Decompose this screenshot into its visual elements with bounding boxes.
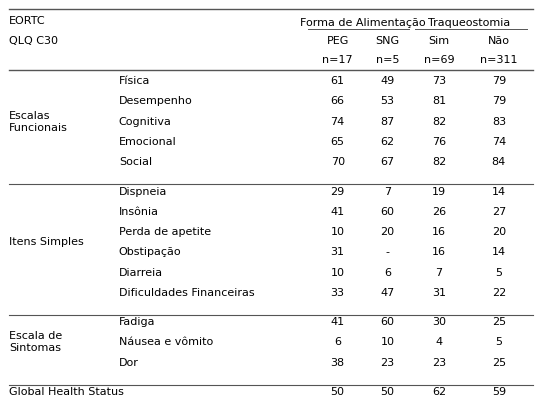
Text: 41: 41 — [331, 207, 345, 217]
Text: 26: 26 — [432, 207, 446, 217]
Text: 14: 14 — [492, 186, 506, 197]
Text: Emocional: Emocional — [119, 137, 177, 147]
Text: 38: 38 — [331, 357, 345, 368]
Text: 82: 82 — [432, 117, 446, 127]
Text: Escala de: Escala de — [9, 331, 62, 341]
Text: 70: 70 — [331, 157, 345, 167]
Text: 22: 22 — [492, 288, 506, 298]
Text: 10: 10 — [331, 227, 345, 237]
Text: 10: 10 — [380, 337, 395, 348]
Text: 67: 67 — [380, 157, 395, 167]
Text: 65: 65 — [331, 137, 345, 147]
Text: Diarreia: Diarreia — [119, 267, 163, 278]
Text: 61: 61 — [331, 76, 345, 86]
Text: 47: 47 — [380, 288, 395, 298]
Text: 25: 25 — [492, 357, 506, 368]
Text: 53: 53 — [380, 96, 395, 107]
Text: QLQ C30: QLQ C30 — [9, 36, 59, 46]
Text: 10: 10 — [331, 267, 345, 278]
Text: 79: 79 — [492, 96, 506, 107]
Text: 50: 50 — [380, 387, 395, 395]
Text: 23: 23 — [432, 357, 446, 368]
Text: 27: 27 — [492, 207, 506, 217]
Text: 74: 74 — [331, 117, 345, 127]
Text: Náusea e vômito: Náusea e vômito — [119, 337, 213, 348]
Text: Social: Social — [119, 157, 152, 167]
Text: 16: 16 — [432, 247, 446, 257]
Text: EORTC: EORTC — [9, 17, 46, 26]
Text: 20: 20 — [492, 227, 506, 237]
Text: 19: 19 — [432, 186, 446, 197]
Text: 25: 25 — [492, 317, 506, 327]
Text: 14: 14 — [492, 247, 506, 257]
Text: PEG: PEG — [326, 36, 349, 46]
Text: Traqueostomia: Traqueostomia — [428, 18, 510, 28]
Text: n=17: n=17 — [322, 55, 353, 65]
Text: Insônia: Insônia — [119, 207, 159, 217]
Text: 83: 83 — [492, 117, 506, 127]
Text: Fadiga: Fadiga — [119, 317, 156, 327]
Text: Desempenho: Desempenho — [119, 96, 192, 107]
Text: 6: 6 — [384, 267, 391, 278]
Text: 29: 29 — [331, 186, 345, 197]
Text: n=69: n=69 — [424, 55, 454, 65]
Text: 30: 30 — [432, 317, 446, 327]
Text: 87: 87 — [380, 117, 395, 127]
Text: 33: 33 — [331, 288, 345, 298]
Text: 16: 16 — [432, 227, 446, 237]
Text: 81: 81 — [432, 96, 446, 107]
Text: 6: 6 — [334, 337, 341, 348]
Text: 62: 62 — [432, 387, 446, 395]
Text: 31: 31 — [331, 247, 345, 257]
Text: 84: 84 — [492, 157, 506, 167]
Text: n=311: n=311 — [480, 55, 518, 65]
Text: Global Health Status: Global Health Status — [9, 387, 124, 395]
Text: Escalas: Escalas — [9, 111, 51, 120]
Text: 31: 31 — [432, 288, 446, 298]
Text: 79: 79 — [492, 76, 506, 86]
Text: 7: 7 — [384, 186, 391, 197]
Text: 60: 60 — [380, 207, 395, 217]
Text: Funcionais: Funcionais — [9, 123, 68, 133]
Text: 82: 82 — [432, 157, 446, 167]
Text: -: - — [385, 247, 389, 257]
Text: 60: 60 — [380, 317, 395, 327]
Text: Física: Física — [119, 76, 150, 86]
Text: 50: 50 — [331, 387, 345, 395]
Text: Sintomas: Sintomas — [9, 343, 61, 354]
Text: Sim: Sim — [429, 36, 450, 46]
Text: 23: 23 — [380, 357, 395, 368]
Text: 66: 66 — [331, 96, 345, 107]
Text: 74: 74 — [492, 137, 506, 147]
Text: 5: 5 — [495, 337, 502, 348]
Text: Não: Não — [488, 36, 510, 46]
Text: 5: 5 — [495, 267, 502, 278]
Text: 76: 76 — [432, 137, 446, 147]
Text: Dispneia: Dispneia — [119, 186, 167, 197]
Text: 7: 7 — [436, 267, 443, 278]
Text: 62: 62 — [380, 137, 395, 147]
Text: 4: 4 — [436, 337, 443, 348]
Text: 73: 73 — [432, 76, 446, 86]
Text: Dificuldades Financeiras: Dificuldades Financeiras — [119, 288, 254, 298]
Text: Dor: Dor — [119, 357, 139, 368]
Text: Cognitiva: Cognitiva — [119, 117, 172, 127]
Text: Forma de Alimentação: Forma de Alimentação — [300, 18, 425, 28]
Text: Obstipação: Obstipação — [119, 247, 182, 257]
Text: SNG: SNG — [376, 36, 399, 46]
Text: n=5: n=5 — [376, 55, 399, 65]
Text: 41: 41 — [331, 317, 345, 327]
Text: 20: 20 — [380, 227, 395, 237]
Text: 59: 59 — [492, 387, 506, 395]
Text: Itens Simples: Itens Simples — [9, 237, 84, 247]
Text: 49: 49 — [380, 76, 395, 86]
Text: Perda de apetite: Perda de apetite — [119, 227, 211, 237]
